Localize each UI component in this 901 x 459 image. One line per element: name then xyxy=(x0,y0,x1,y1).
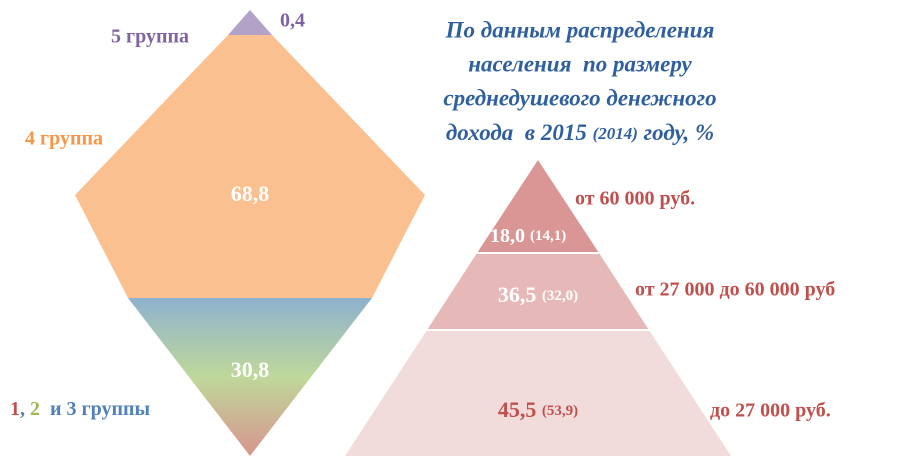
segment-label: до 27 000 руб. xyxy=(710,400,831,422)
group123-shape xyxy=(128,298,372,456)
value: 36,5 xyxy=(498,282,537,307)
segment-value: 36,5 (32,0) xyxy=(498,282,578,307)
title-line: По данным распределения xyxy=(445,17,715,42)
label-part: , xyxy=(20,398,30,420)
group4-value: 68,8 xyxy=(231,181,270,206)
group123-label: 1, 2 и 3 группы xyxy=(10,398,151,420)
segment-label: от 27 000 до 60 000 руб xyxy=(635,279,835,301)
segment-bottom xyxy=(345,330,731,456)
title-part: (2014) xyxy=(593,124,638,143)
title-line: среднедушевого денежного xyxy=(443,85,716,110)
segment-value: 45,5 (53,9) xyxy=(498,397,578,422)
segment-middle xyxy=(427,253,649,330)
segment-label: от 60 000 руб. xyxy=(575,188,695,210)
title-line: дохода в 2015 (2014) году, % xyxy=(446,120,714,145)
value: 45,5 xyxy=(498,397,537,422)
group5-shape xyxy=(228,10,272,35)
label-part: 1 xyxy=(10,398,20,420)
title: По данным распределения населения по раз… xyxy=(443,17,716,145)
prev-value: (32,0) xyxy=(542,288,578,304)
group123-value: 30,8 xyxy=(231,357,270,382)
segment-value: 18,0 (14,1) xyxy=(490,225,566,247)
group5-label: 5 группа xyxy=(111,26,189,48)
group4-label: 4 группа xyxy=(25,128,103,150)
title-part: дохода в 2015 xyxy=(446,120,587,145)
title-line: населения по размеру xyxy=(468,51,692,76)
group4-shape xyxy=(75,35,425,298)
title-part: году, % xyxy=(644,120,715,145)
prev-value: (53,9) xyxy=(542,403,578,419)
value: 18,0 xyxy=(490,225,525,247)
label-part: 2 xyxy=(30,398,40,420)
prev-value: (14,1) xyxy=(530,228,566,244)
group5-value: 0,4 xyxy=(280,10,305,32)
label-part: и 3 группы xyxy=(40,398,151,420)
segment-top xyxy=(477,160,599,253)
